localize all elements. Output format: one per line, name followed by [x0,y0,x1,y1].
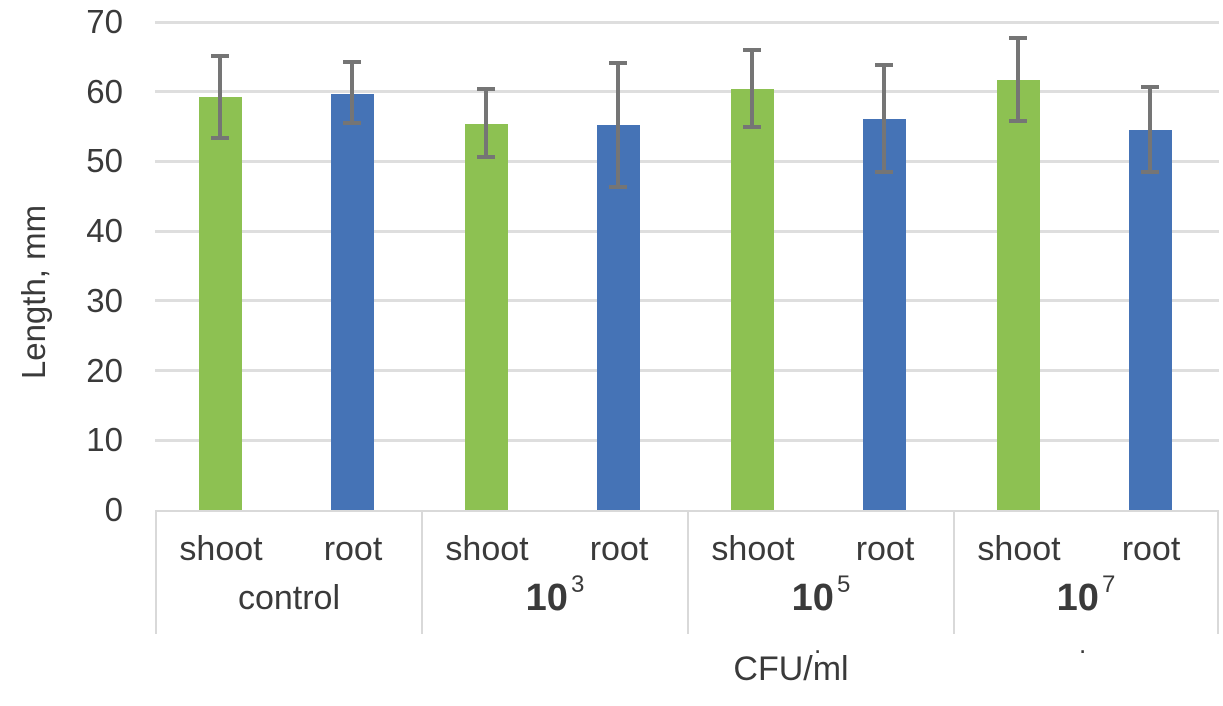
group-label: 10 7. [1056,571,1116,659]
series-label-root: root [855,530,915,568]
y-tick-label: 70 [86,3,123,40]
error-bar-cap-bottom [1009,119,1027,124]
error-bar-whisker [218,54,222,140]
plot-area [155,20,1219,510]
error-bar-whisker [616,61,620,190]
group-label-exponent: 7 [1101,571,1116,598]
x-axis-category-table: shoot root control shoot root 10 3 shoot root 10 5… [155,510,1219,657]
error-bar-whisker [1148,84,1152,174]
bar-shoot [464,123,508,510]
y-tick-label: 60 [86,72,123,110]
error-bar-cap-top [609,61,627,66]
y-tick-label: 40 [86,212,123,250]
bar-group-103 [421,22,687,510]
error-bar-cap-top [477,86,495,91]
group-label: control [237,579,341,617]
group-label-row: control [157,568,421,628]
gridline [155,159,1219,163]
x-axis-title: CFU/ml [733,650,849,688]
group-label-dot: . [813,629,822,659]
error-bar-whisker [350,59,354,126]
error-bar-root [609,61,627,190]
error-bar-shoot [1009,35,1027,124]
error-bar-whisker [882,63,886,174]
error-bar-cap-bottom [477,155,495,160]
group-label: 10 5. [791,571,851,659]
group-label-row: 10 5. [689,568,953,657]
x-category-cell: shoot root control [155,512,421,634]
error-bar-whisker [1016,35,1020,124]
bar-shoot [730,88,774,510]
series-label-shoot: shoot [977,530,1061,568]
error-bar-root [343,59,361,126]
error-bar-shoot [211,54,229,140]
error-bar-cap-top [743,48,761,53]
error-bar-shoot [477,86,495,160]
gridline [155,369,1219,373]
x-category-cell: shoot root 10 7. [953,512,1219,657]
bar-group-105 [687,22,953,510]
error-bar-cap-bottom [1141,169,1159,174]
bar-root [1128,130,1172,510]
error-bar-cap-top [211,54,229,59]
group-label-dot: . [1078,629,1087,659]
error-bar-root [875,63,893,174]
series-label-shoot: shoot [445,530,529,568]
x-category-cell: shoot root 10 5. [687,512,953,657]
error-bar-shoot [743,48,761,130]
y-tick-label: 30 [86,281,123,319]
y-tick-label: 20 [86,351,123,389]
series-label-root: root [323,530,383,568]
error-bar-root [1141,84,1159,174]
error-bar-cap-bottom [343,121,361,126]
group-label-exponent: 3 [570,571,585,598]
gridline [155,438,1219,442]
gridline [155,299,1219,303]
group-label: 10 3 [525,571,585,619]
error-bar-cap-top [875,63,893,68]
y-tick-label: 0 [104,491,123,528]
gridline [155,20,1219,24]
x-category-cell: shoot root 10 3 [421,512,687,634]
series-label-root: root [1121,530,1181,568]
y-tick-label: 50 [86,142,123,180]
error-bar-cap-bottom [609,185,627,190]
bar-root [596,125,640,510]
bar-root [862,118,906,510]
series-label-shoot: shoot [179,530,263,568]
y-tick-label: 10 [86,421,123,459]
error-bar-whisker [484,86,488,160]
error-bar-cap-top [343,59,361,64]
error-bar-cap-bottom [875,169,893,174]
group-label-row: 10 3 [423,568,687,628]
error-bar-cap-top [1009,35,1027,40]
group-label-exponent: 5 [836,571,851,598]
series-label-shoot: shoot [711,530,795,568]
series-label-root: root [589,530,649,568]
error-bar-cap-bottom [211,135,229,140]
error-bar-cap-top [1141,84,1159,89]
bar-group-107 [953,22,1219,510]
bar-shoot [198,97,242,510]
bar-shoot [996,79,1040,510]
bar-group-control [155,22,421,510]
error-bar-whisker [750,48,754,130]
bar-root [330,93,374,510]
error-bar-cap-bottom [743,125,761,130]
gridline [155,229,1219,233]
group-label-row: 10 7. [955,568,1217,657]
gridline [155,90,1219,94]
